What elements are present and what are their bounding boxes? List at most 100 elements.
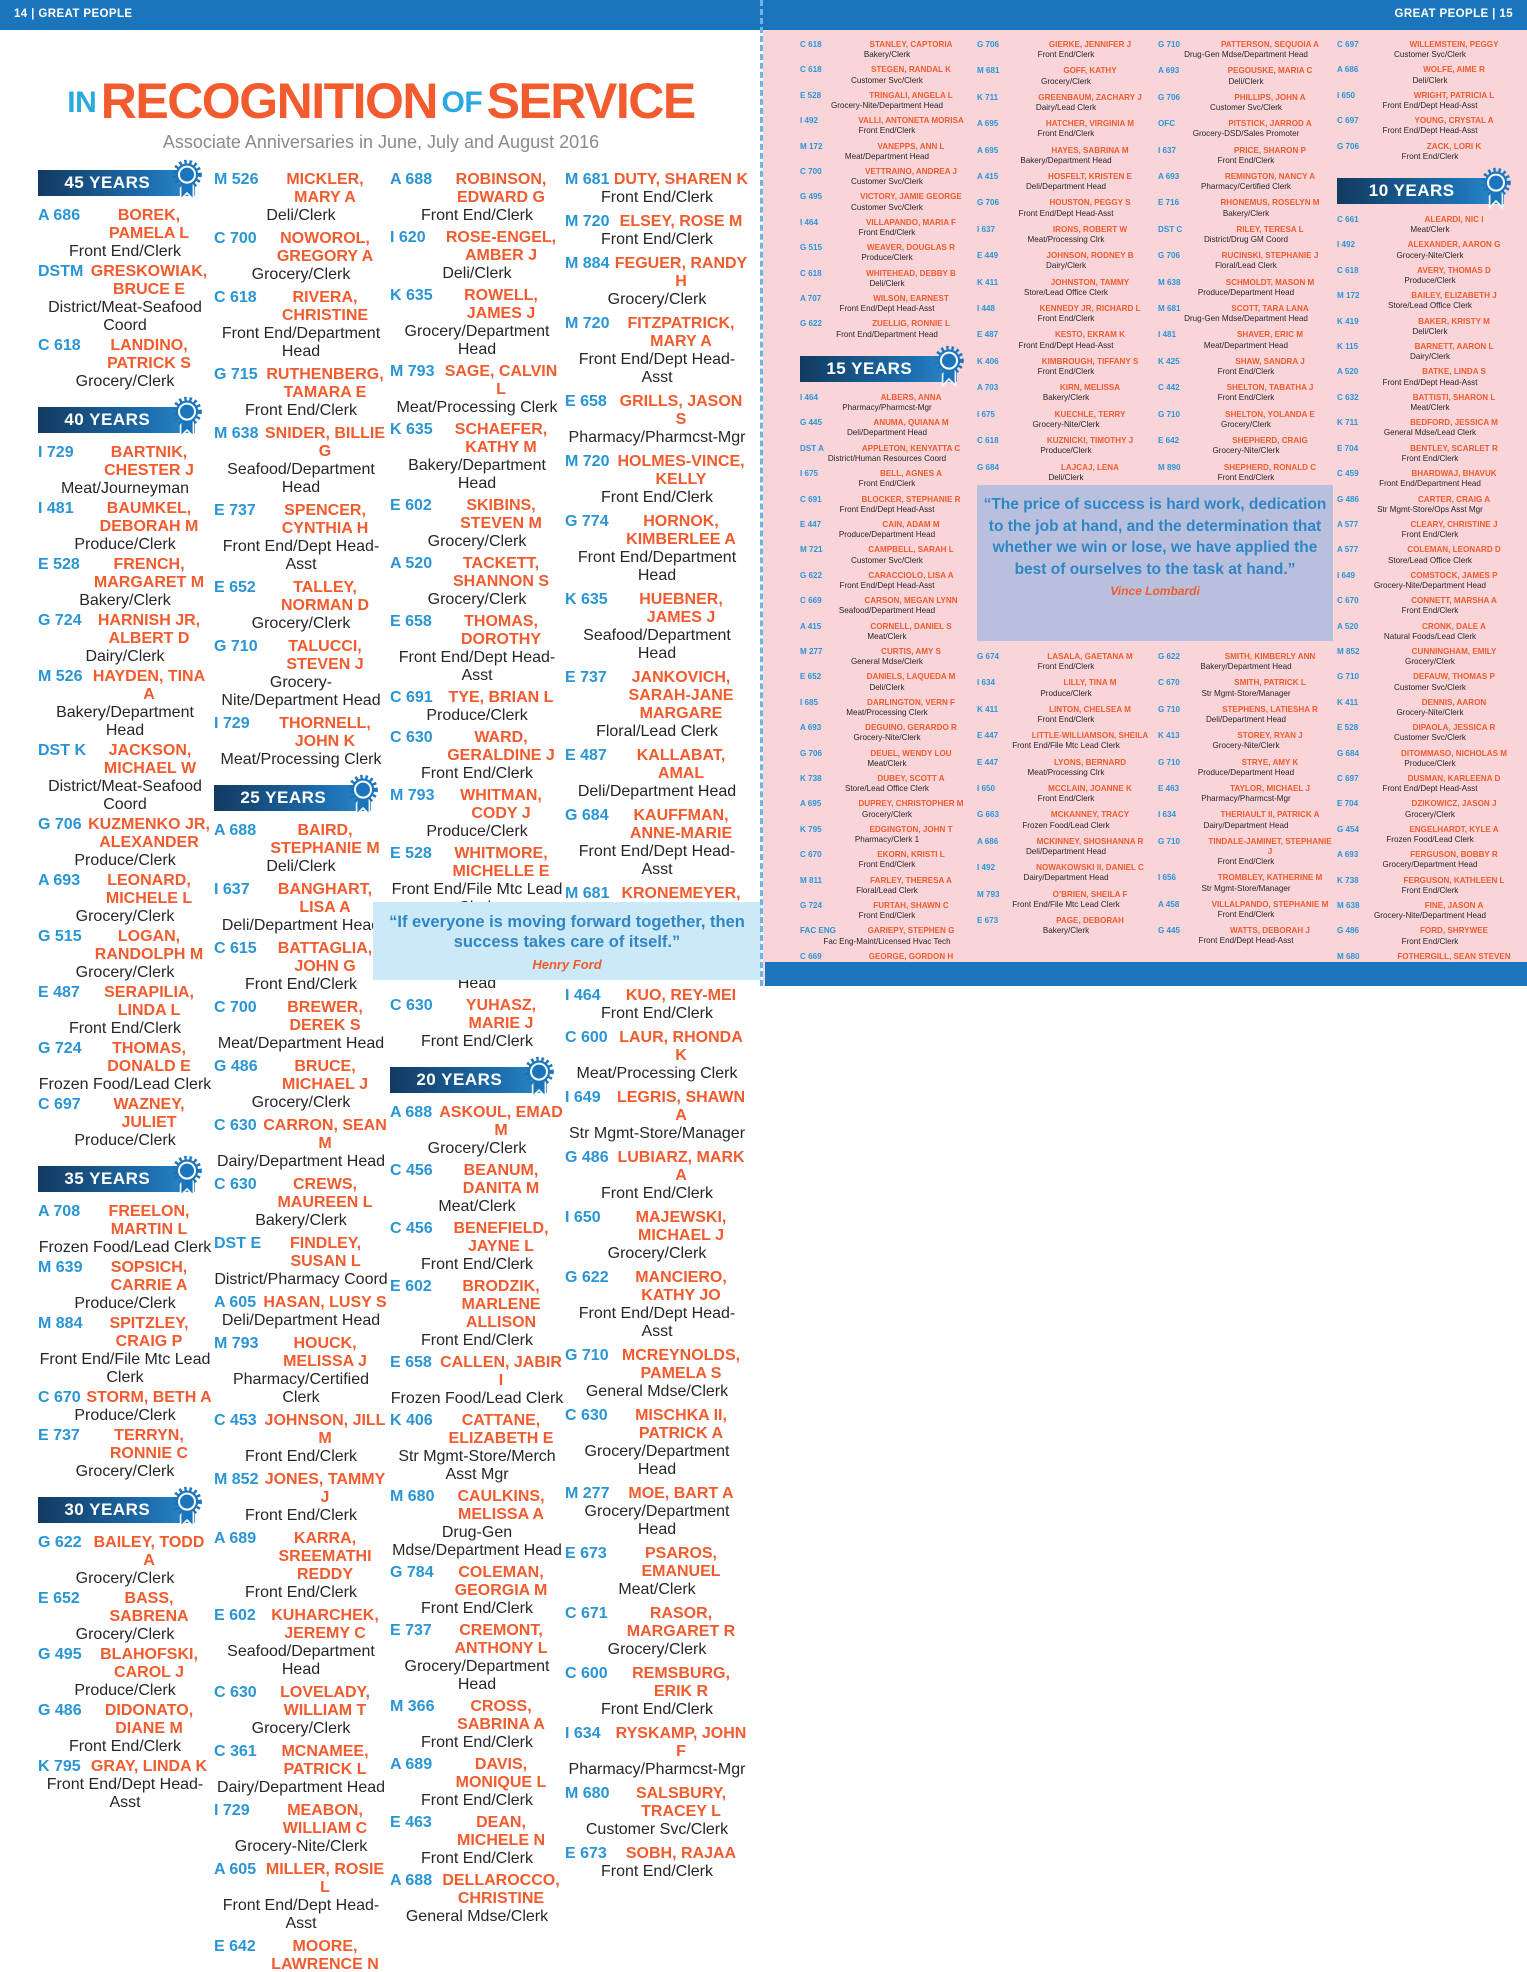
store-code: C 453 xyxy=(214,1412,257,1429)
store-code: C 600 xyxy=(565,1029,608,1046)
roster-entry: C 600 LAUR, RHONDA K Meat/Processing Clerk xyxy=(565,1029,749,1083)
job-title: Seafood/Department Head xyxy=(227,1643,375,1678)
associate-name: O’BRIEN, SHEILA F xyxy=(1052,889,1128,899)
job-title: Produce/Clerk xyxy=(74,1132,176,1149)
associate-name: AVERY, THOMAS D xyxy=(1417,265,1491,275)
roster-entry: A 693 LEONARD, MICHELE L Grocery/Clerk xyxy=(38,872,212,926)
associate-name: THOMAS, DONALD E xyxy=(107,1040,191,1075)
associate-name: CREMONT, ANTHONY L xyxy=(454,1622,548,1657)
job-title: Deli/Department Head xyxy=(221,917,381,934)
store-code: G 622 xyxy=(800,319,823,329)
roster-entry: M 884 SPITZLEY, CRAIG P Front End/File Mtc… xyxy=(38,1315,212,1387)
roster-entry: E 658 GRILLS, JASON S Pharmacy/Pharmcst-Mg… xyxy=(565,393,749,447)
job-title: Customer Svc/Clerk xyxy=(851,202,923,212)
roster-entry: I 464 ALBERS, ANNA Pharmacy/Pharmcst-Mgr xyxy=(800,393,974,413)
store-code: G 710 xyxy=(565,1347,609,1364)
store-code: I 481 xyxy=(38,500,74,517)
job-title: Dairy/Department Head xyxy=(216,1779,386,1796)
store-code: E 652 xyxy=(800,672,822,682)
store-code: K 411 xyxy=(977,277,999,287)
roster-entry: C 600 REMSBURG, ERIK R Front End/Clerk xyxy=(565,1665,749,1719)
associate-name: BEDFORD, JESSICA M xyxy=(1410,418,1498,428)
job-title: Pharmacy/Pharmcst-Mgr xyxy=(842,403,932,413)
roster-entry: M 172 BAILEY, ELIZABETH J Store/Lead Offic… xyxy=(1337,291,1523,311)
roster-entry: G 445 WATTS, DEBORAH J Front End/Dept Head… xyxy=(1158,926,1334,946)
associate-name: IRONS, ROBERT W xyxy=(1052,224,1128,234)
roster-entry: I 649 LEGRIS, SHAWN A Str Mgmt-Store/Manag… xyxy=(565,1089,749,1143)
job-title: Pharmacy/Pharmcst-Mgr xyxy=(1201,794,1291,804)
quote-text: “If everyone is moving forward together,… xyxy=(389,913,745,951)
roster-entry: DST E FINDLEY, SUSAN L District/Pharmacy C… xyxy=(214,1235,388,1289)
job-title: Deli/Clerk xyxy=(869,682,905,692)
store-code: G 684 xyxy=(1337,748,1360,758)
roster-entry: C 618 WHITEHEAD, DEBBY B Deli/Clerk xyxy=(800,269,974,289)
associate-name: SKIBINS, STEVEN M xyxy=(460,497,542,532)
job-title: Front End/Clerk xyxy=(1401,151,1459,161)
store-code: K 411 xyxy=(977,704,999,714)
associate-name: LUBIARZ, MARK A xyxy=(617,1149,745,1184)
store-code: I 650 xyxy=(1337,90,1356,100)
store-code: M 793 xyxy=(390,363,435,380)
store-code: C 700 xyxy=(214,999,257,1016)
section-header-label: 25 YEARS xyxy=(240,788,327,807)
section-header-bar xyxy=(214,785,371,811)
roster-column-1: 45 YEARS A 686 BOREK, PAMELA L Front End/Cl… xyxy=(38,159,212,1814)
associate-name: MOORE, LAWRENCE N xyxy=(271,1938,379,1972)
bottom-footer-bar xyxy=(765,962,1527,986)
job-title: Bakery/Department Head xyxy=(1020,155,1112,165)
associate-name: LASALA, GAETANA M xyxy=(1047,652,1133,661)
roster-entry: I 650 MCCLAIN, JOANNE K Front End/Clerk xyxy=(977,784,1155,804)
store-code: G 706 xyxy=(1158,251,1181,261)
job-title: Grocery/Department Head xyxy=(1382,860,1478,870)
roster-entry: I 492 ALEXANDER, AARON G Grocery-Nite/Cler… xyxy=(1337,240,1523,260)
roster-entry: A 686 MCKINNEY, SHOSHANNA R Deli/Departmen… xyxy=(977,837,1155,857)
job-title: Produce/Clerk xyxy=(1404,758,1456,768)
associate-name: ROSE-ENGEL, AMBER J xyxy=(445,229,557,264)
job-title: Meat/Clerk xyxy=(867,758,907,768)
associate-name: FARLEY, THERESA A xyxy=(870,875,952,885)
job-title: Seafood/Department Head xyxy=(838,606,936,616)
store-code: M 277 xyxy=(565,1485,610,1502)
associate-name: HORNOK, KIMBERLEE A xyxy=(626,513,736,548)
job-title: Meat/Processing Clrk xyxy=(1027,235,1105,245)
job-title: Front End/Department Head xyxy=(836,329,938,339)
store-code: M 526 xyxy=(38,668,83,685)
roster-entry: G 495 VICTORY, JAMIE GEORGE Customer Svc/C… xyxy=(800,192,974,212)
job-title: Store/Lead Office Clerk xyxy=(1388,555,1472,565)
job-title: Bakery/Clerk xyxy=(1042,926,1090,936)
associate-name: DZIKOWICZ, JASON J xyxy=(1411,799,1497,809)
associate-name: DELLAROCCO, CHRISTINE xyxy=(442,1872,560,1907)
associate-name: WEAVER, DOUGLAS R xyxy=(867,243,955,253)
associate-name: ALEXANDER, AARON G xyxy=(1407,240,1501,250)
roster-entry: A 577 COLEMAN, LEONARD D Store/Lead Office… xyxy=(1337,545,1523,565)
roster-entry: E 602 BRODZIK, MARLENE ALLISON Front End/C… xyxy=(390,1278,564,1350)
roster-entry: C 697 YOUNG, CRYSTAL A Front End/Dept Head… xyxy=(1337,116,1523,136)
associate-name: DARLINGTON, VERN F xyxy=(867,697,955,707)
associate-name: KUZNICKI, TIMOTHY J xyxy=(1046,436,1134,446)
store-code: A 693 xyxy=(1337,850,1359,860)
quote-author: Henry Ford xyxy=(532,957,602,972)
store-code: I 464 xyxy=(800,217,819,227)
store-code: M 793 xyxy=(214,1335,259,1352)
store-code: E 704 xyxy=(1337,799,1359,809)
associate-name: TYE, BRIAN L xyxy=(448,689,554,706)
roster-entry: M 638 FINE, JASON A Grocery-Nite/Departmen… xyxy=(1337,901,1523,921)
associate-name: SCHAEFER, KATHY M xyxy=(454,421,548,456)
store-code: G 486 xyxy=(565,1149,609,1166)
store-code: M 793 xyxy=(390,787,435,804)
store-code: M 811 xyxy=(800,875,823,885)
associate-name: VILLALPANDO, STEPHANIE M xyxy=(1211,899,1329,909)
title-word-of: OF xyxy=(441,86,483,119)
roster-entry: M 720 ELSEY, ROSE M Front End/Clerk xyxy=(565,213,749,249)
roster-entry: I 464 KUO, REY-MEI Front End/Clerk xyxy=(565,987,749,1023)
store-code: E 447 xyxy=(977,731,999,741)
job-title: District/Meat-Seafood Coord xyxy=(48,778,202,813)
associate-name: COLEMAN, LEONARD D xyxy=(1407,545,1501,555)
associate-name: DEUEL, WENDY LOU xyxy=(870,748,952,758)
roster-entry: C 700 VETTRAINO, ANDREA J Customer Svc/Cle… xyxy=(800,167,974,187)
job-title: Deli/Clerk xyxy=(1048,472,1084,482)
associate-name: TINDALE-JAMINET, STEPHANIE J xyxy=(1208,836,1332,857)
title-word-recognition: RECOGNITION xyxy=(100,73,439,129)
job-title: Grocery-Nite/Clerk xyxy=(1396,707,1464,717)
roster-entry: I 649 COMSTOCK, JAMES P Grocery-Nite/Depar… xyxy=(1337,571,1523,591)
